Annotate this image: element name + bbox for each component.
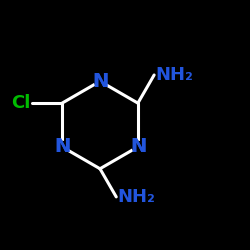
Circle shape bbox=[56, 141, 68, 152]
Circle shape bbox=[132, 141, 143, 152]
Text: N: N bbox=[92, 72, 108, 91]
Circle shape bbox=[94, 76, 106, 87]
Text: Cl: Cl bbox=[12, 94, 31, 112]
Text: NH₂: NH₂ bbox=[156, 66, 193, 84]
Text: N: N bbox=[130, 137, 146, 156]
Text: N: N bbox=[54, 137, 70, 156]
Text: N: N bbox=[92, 72, 108, 91]
Text: N: N bbox=[130, 137, 146, 156]
Text: NH₂: NH₂ bbox=[118, 188, 156, 206]
Text: N: N bbox=[54, 137, 70, 156]
